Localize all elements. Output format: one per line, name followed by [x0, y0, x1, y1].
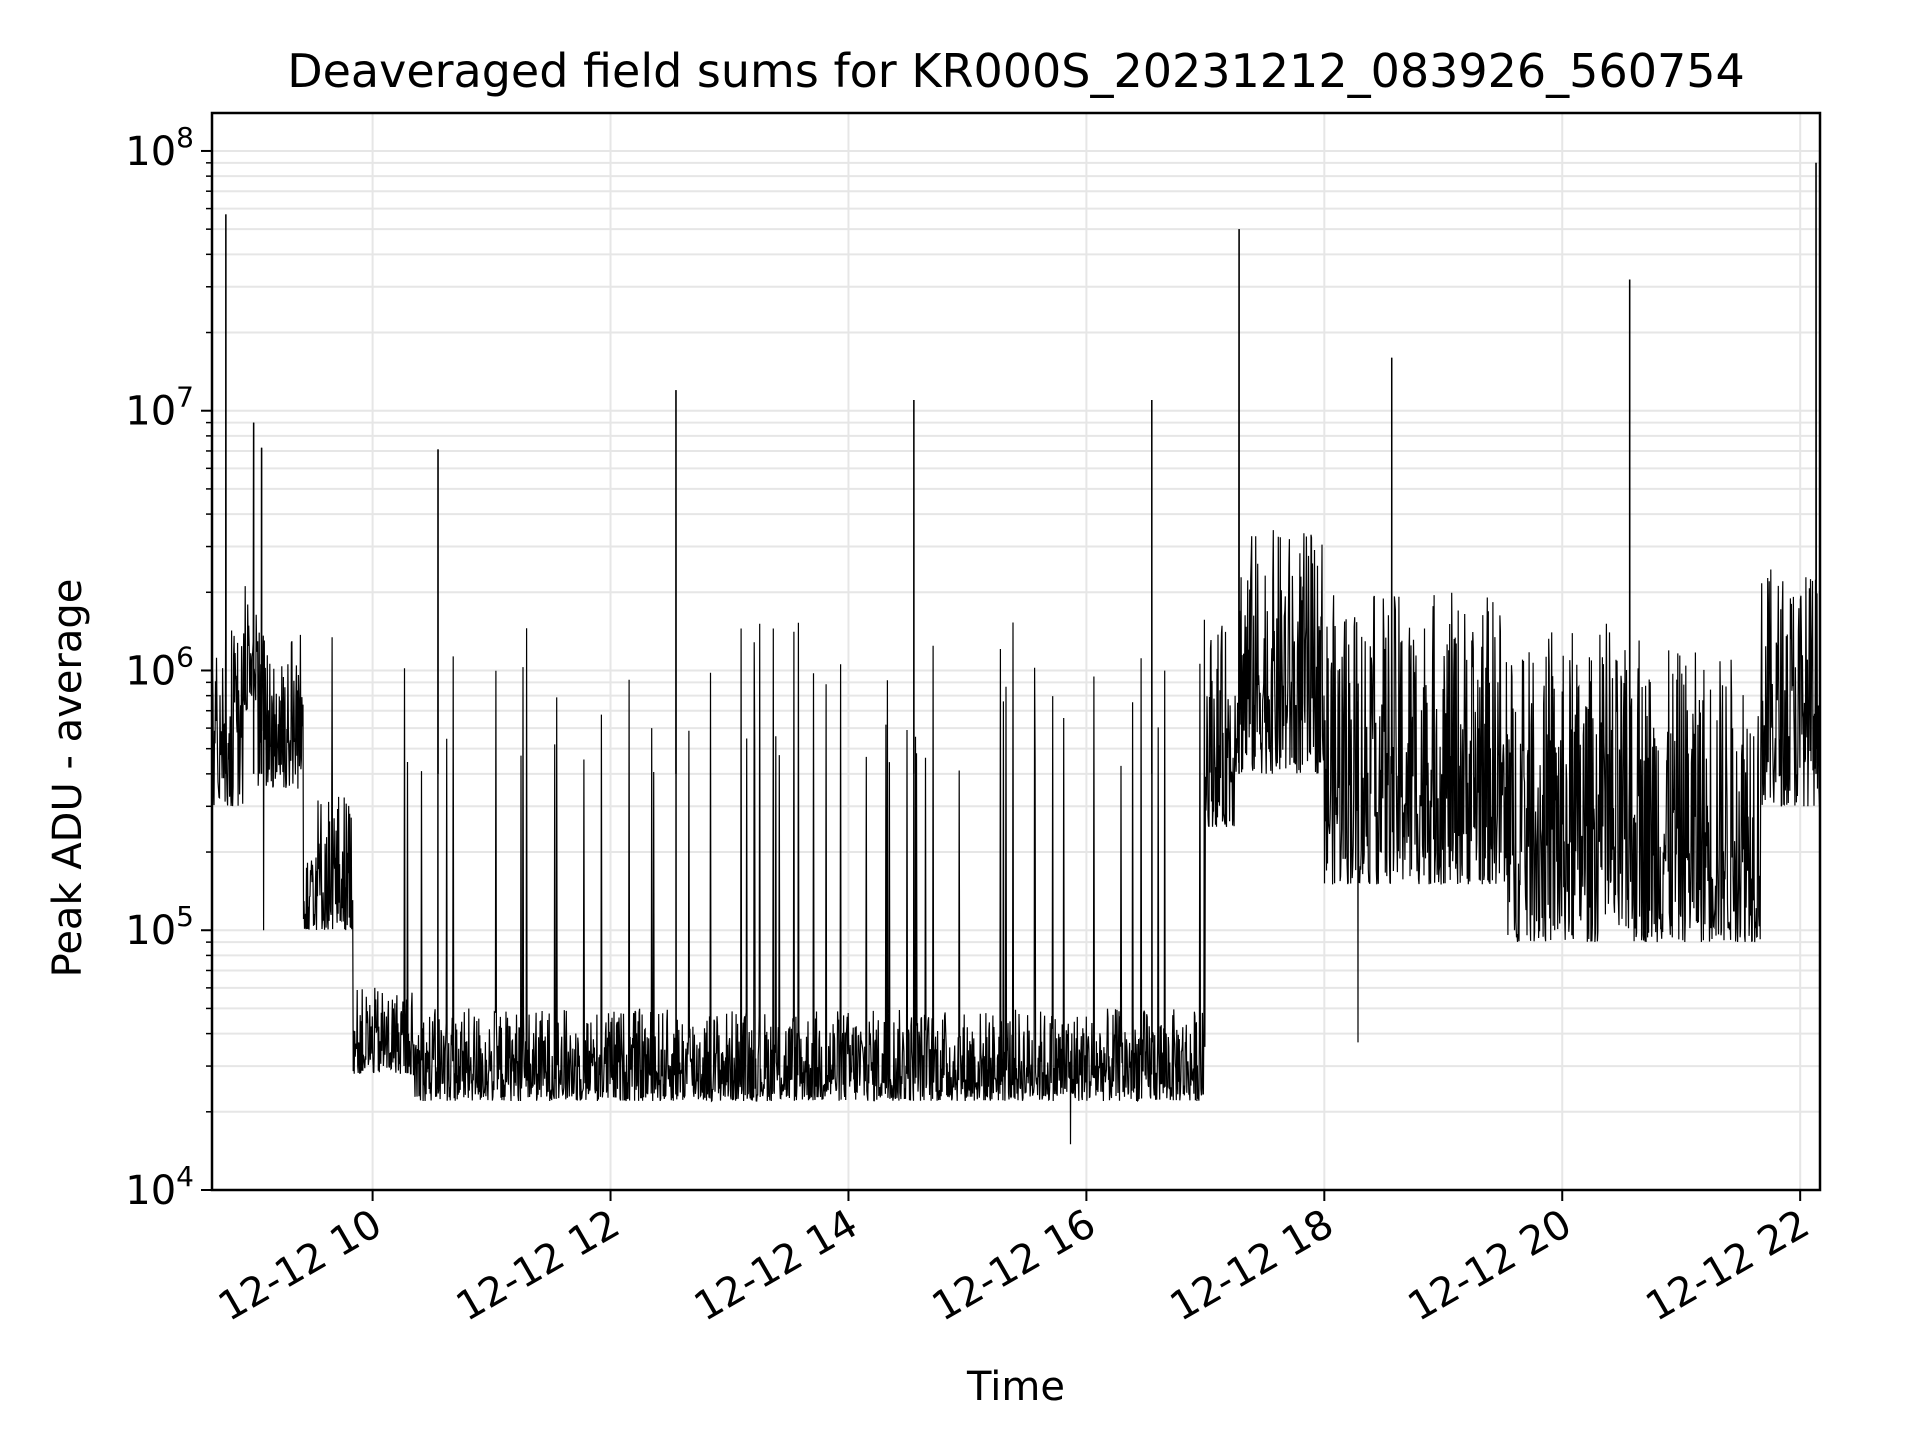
x-tick-label: 12-12 12 — [449, 1201, 628, 1331]
x-tick-label: 12-12 20 — [1400, 1201, 1579, 1331]
x-tick-label: 12-12 16 — [925, 1201, 1104, 1331]
x-tick-label: 12-12 22 — [1638, 1201, 1817, 1331]
y-tick-label: 107 — [125, 381, 194, 435]
x-axis-label: Time — [967, 1364, 1065, 1410]
y-tick-label: 106 — [125, 640, 194, 694]
y-tick-exponent: 7 — [176, 381, 194, 414]
chart-title: Deaveraged field sums for KR000S_2023121… — [287, 44, 1745, 98]
y-tick-label: 105 — [125, 900, 194, 954]
plot-frame — [210, 111, 1822, 1192]
y-tick-exponent: 5 — [176, 900, 194, 933]
x-tick-label: 12-12 10 — [211, 1201, 390, 1331]
series-line — [211, 162, 1821, 1145]
x-tick-label: 12-12 18 — [1163, 1201, 1342, 1331]
y-tick-exponent: 6 — [176, 640, 194, 673]
y-tick-exponent: 4 — [176, 1160, 194, 1193]
x-tick-label: 12-12 14 — [687, 1201, 866, 1331]
y-tick-exponent: 8 — [176, 121, 194, 154]
y-tick-label: 108 — [125, 121, 194, 175]
series-layer — [211, 162, 1821, 1145]
y-tick-label: 104 — [125, 1160, 194, 1214]
